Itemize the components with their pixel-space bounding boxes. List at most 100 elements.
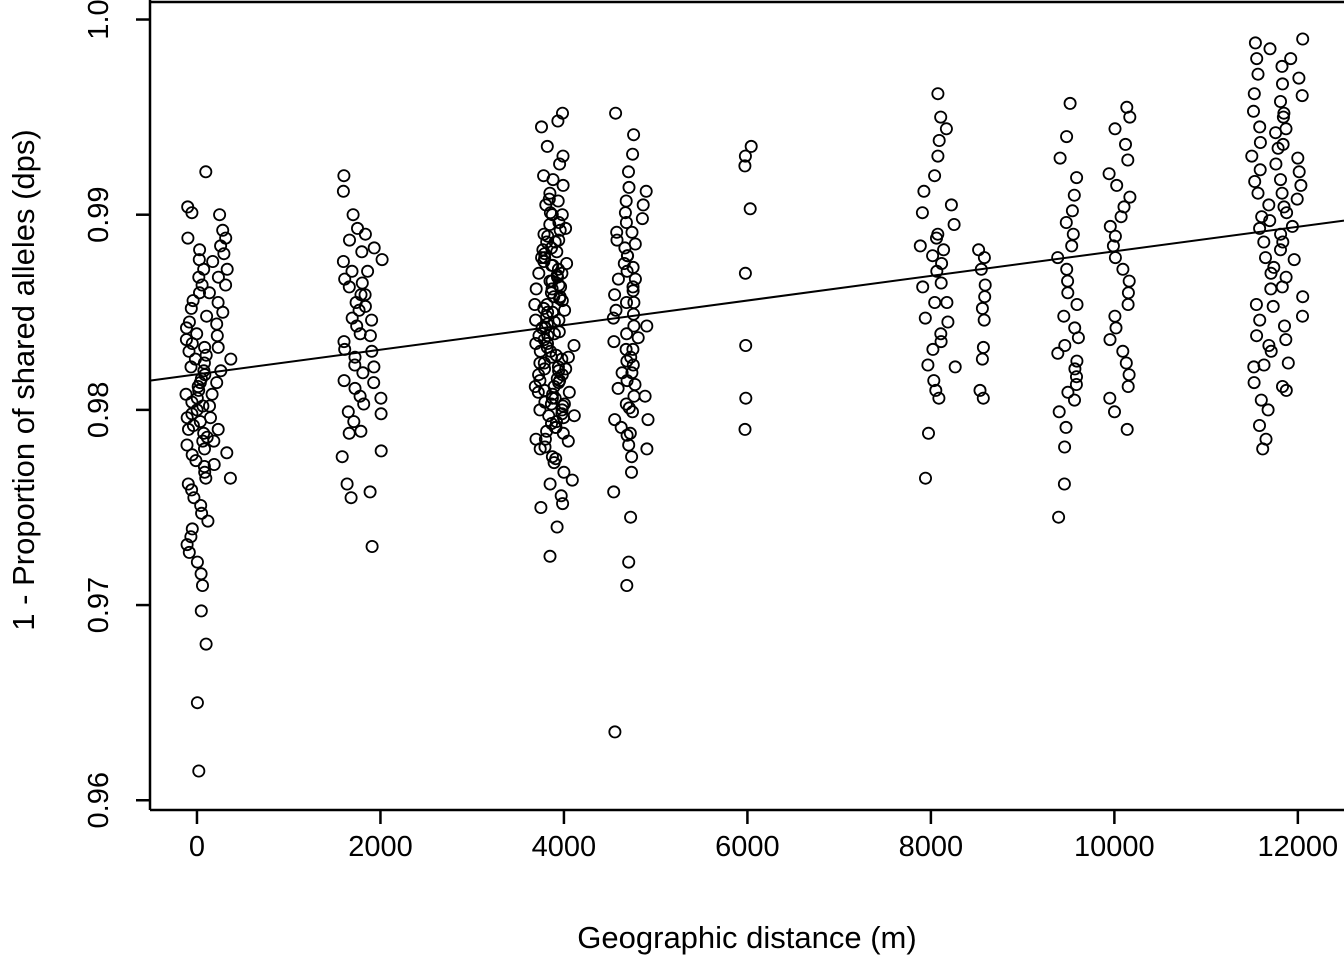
data-point (338, 342, 352, 356)
data-point (1292, 71, 1306, 85)
data-point (1281, 356, 1295, 370)
data-point (1108, 251, 1122, 265)
data-point (1247, 376, 1261, 390)
data-point (975, 301, 989, 315)
data-point (975, 352, 989, 366)
data-point (345, 264, 359, 278)
data-point (619, 397, 633, 411)
data-point (934, 327, 948, 341)
data-point (203, 411, 217, 425)
data-point (921, 358, 935, 372)
data-point (194, 604, 208, 618)
data-point (1267, 260, 1281, 274)
data-point (1275, 186, 1289, 200)
data-point (1122, 274, 1136, 288)
data-point (1253, 418, 1267, 432)
data-point (1257, 358, 1271, 372)
data-point (1068, 393, 1082, 407)
data-point (195, 278, 209, 292)
data-point (1276, 235, 1290, 249)
data-point (1103, 219, 1117, 233)
data-point (628, 377, 642, 391)
data-point (627, 307, 641, 321)
data-point (374, 391, 388, 405)
data-point (556, 149, 570, 163)
y-tick-label: 0.98 (83, 382, 115, 438)
data-point (1108, 309, 1122, 323)
data-point (625, 450, 639, 464)
data-point (538, 251, 552, 265)
data-point (1051, 251, 1065, 265)
data-point (1296, 309, 1310, 323)
data-point (640, 442, 654, 456)
data-point (190, 555, 204, 569)
data-point (559, 362, 573, 376)
data-point (549, 452, 563, 466)
data-point (1052, 510, 1066, 524)
data-point (197, 459, 211, 473)
data-point (1248, 174, 1262, 188)
data-point (341, 405, 355, 419)
data-point (545, 208, 559, 222)
data-point (337, 169, 351, 183)
data-point (545, 282, 559, 296)
data-point (625, 366, 639, 380)
data-point (336, 254, 350, 268)
data-point (565, 473, 579, 487)
data-point (607, 485, 621, 499)
data-point (200, 309, 214, 323)
data-point (622, 555, 636, 569)
data-point (937, 243, 951, 257)
data-point (544, 344, 558, 358)
data-point (1117, 200, 1131, 214)
data-point (926, 249, 940, 263)
data-point (1103, 333, 1117, 347)
data-point (620, 354, 634, 368)
data-point (1116, 262, 1130, 276)
data-point (180, 538, 194, 552)
data-point (367, 241, 381, 255)
data-point (361, 264, 375, 278)
data-point (622, 180, 636, 194)
data-point (356, 366, 370, 380)
data-point (627, 295, 641, 309)
data-point (1279, 270, 1293, 284)
data-point (931, 149, 945, 163)
data-point (1057, 309, 1071, 323)
data-point (628, 272, 642, 286)
data-point (1275, 59, 1289, 73)
data-point (559, 221, 573, 235)
data-point (915, 206, 929, 220)
data-point (213, 208, 227, 222)
data-point (181, 477, 195, 491)
data-point (620, 327, 634, 341)
data-point (1121, 286, 1135, 300)
data-point (1284, 52, 1298, 66)
y-tick-label: 0.97 (83, 577, 115, 633)
data-point (626, 284, 640, 298)
data-point (1259, 251, 1273, 265)
data-point (194, 567, 208, 581)
data-point (624, 510, 638, 524)
data-point (532, 266, 546, 280)
data-point (1123, 190, 1137, 204)
data-point (192, 253, 206, 267)
data-point (928, 169, 942, 183)
data-point (193, 243, 207, 257)
data-point (1248, 36, 1262, 50)
data-point (611, 381, 625, 395)
data-point (537, 301, 551, 315)
data-point (554, 489, 568, 503)
data-point (546, 387, 560, 401)
data-point (638, 389, 652, 403)
data-point (1119, 137, 1133, 151)
data-point (1253, 120, 1267, 134)
data-point (1245, 149, 1259, 163)
data-point (639, 184, 653, 198)
data-point (918, 311, 932, 325)
data-point (609, 303, 623, 317)
data-point (934, 335, 948, 349)
data-point (348, 358, 362, 372)
data-point (623, 426, 637, 440)
